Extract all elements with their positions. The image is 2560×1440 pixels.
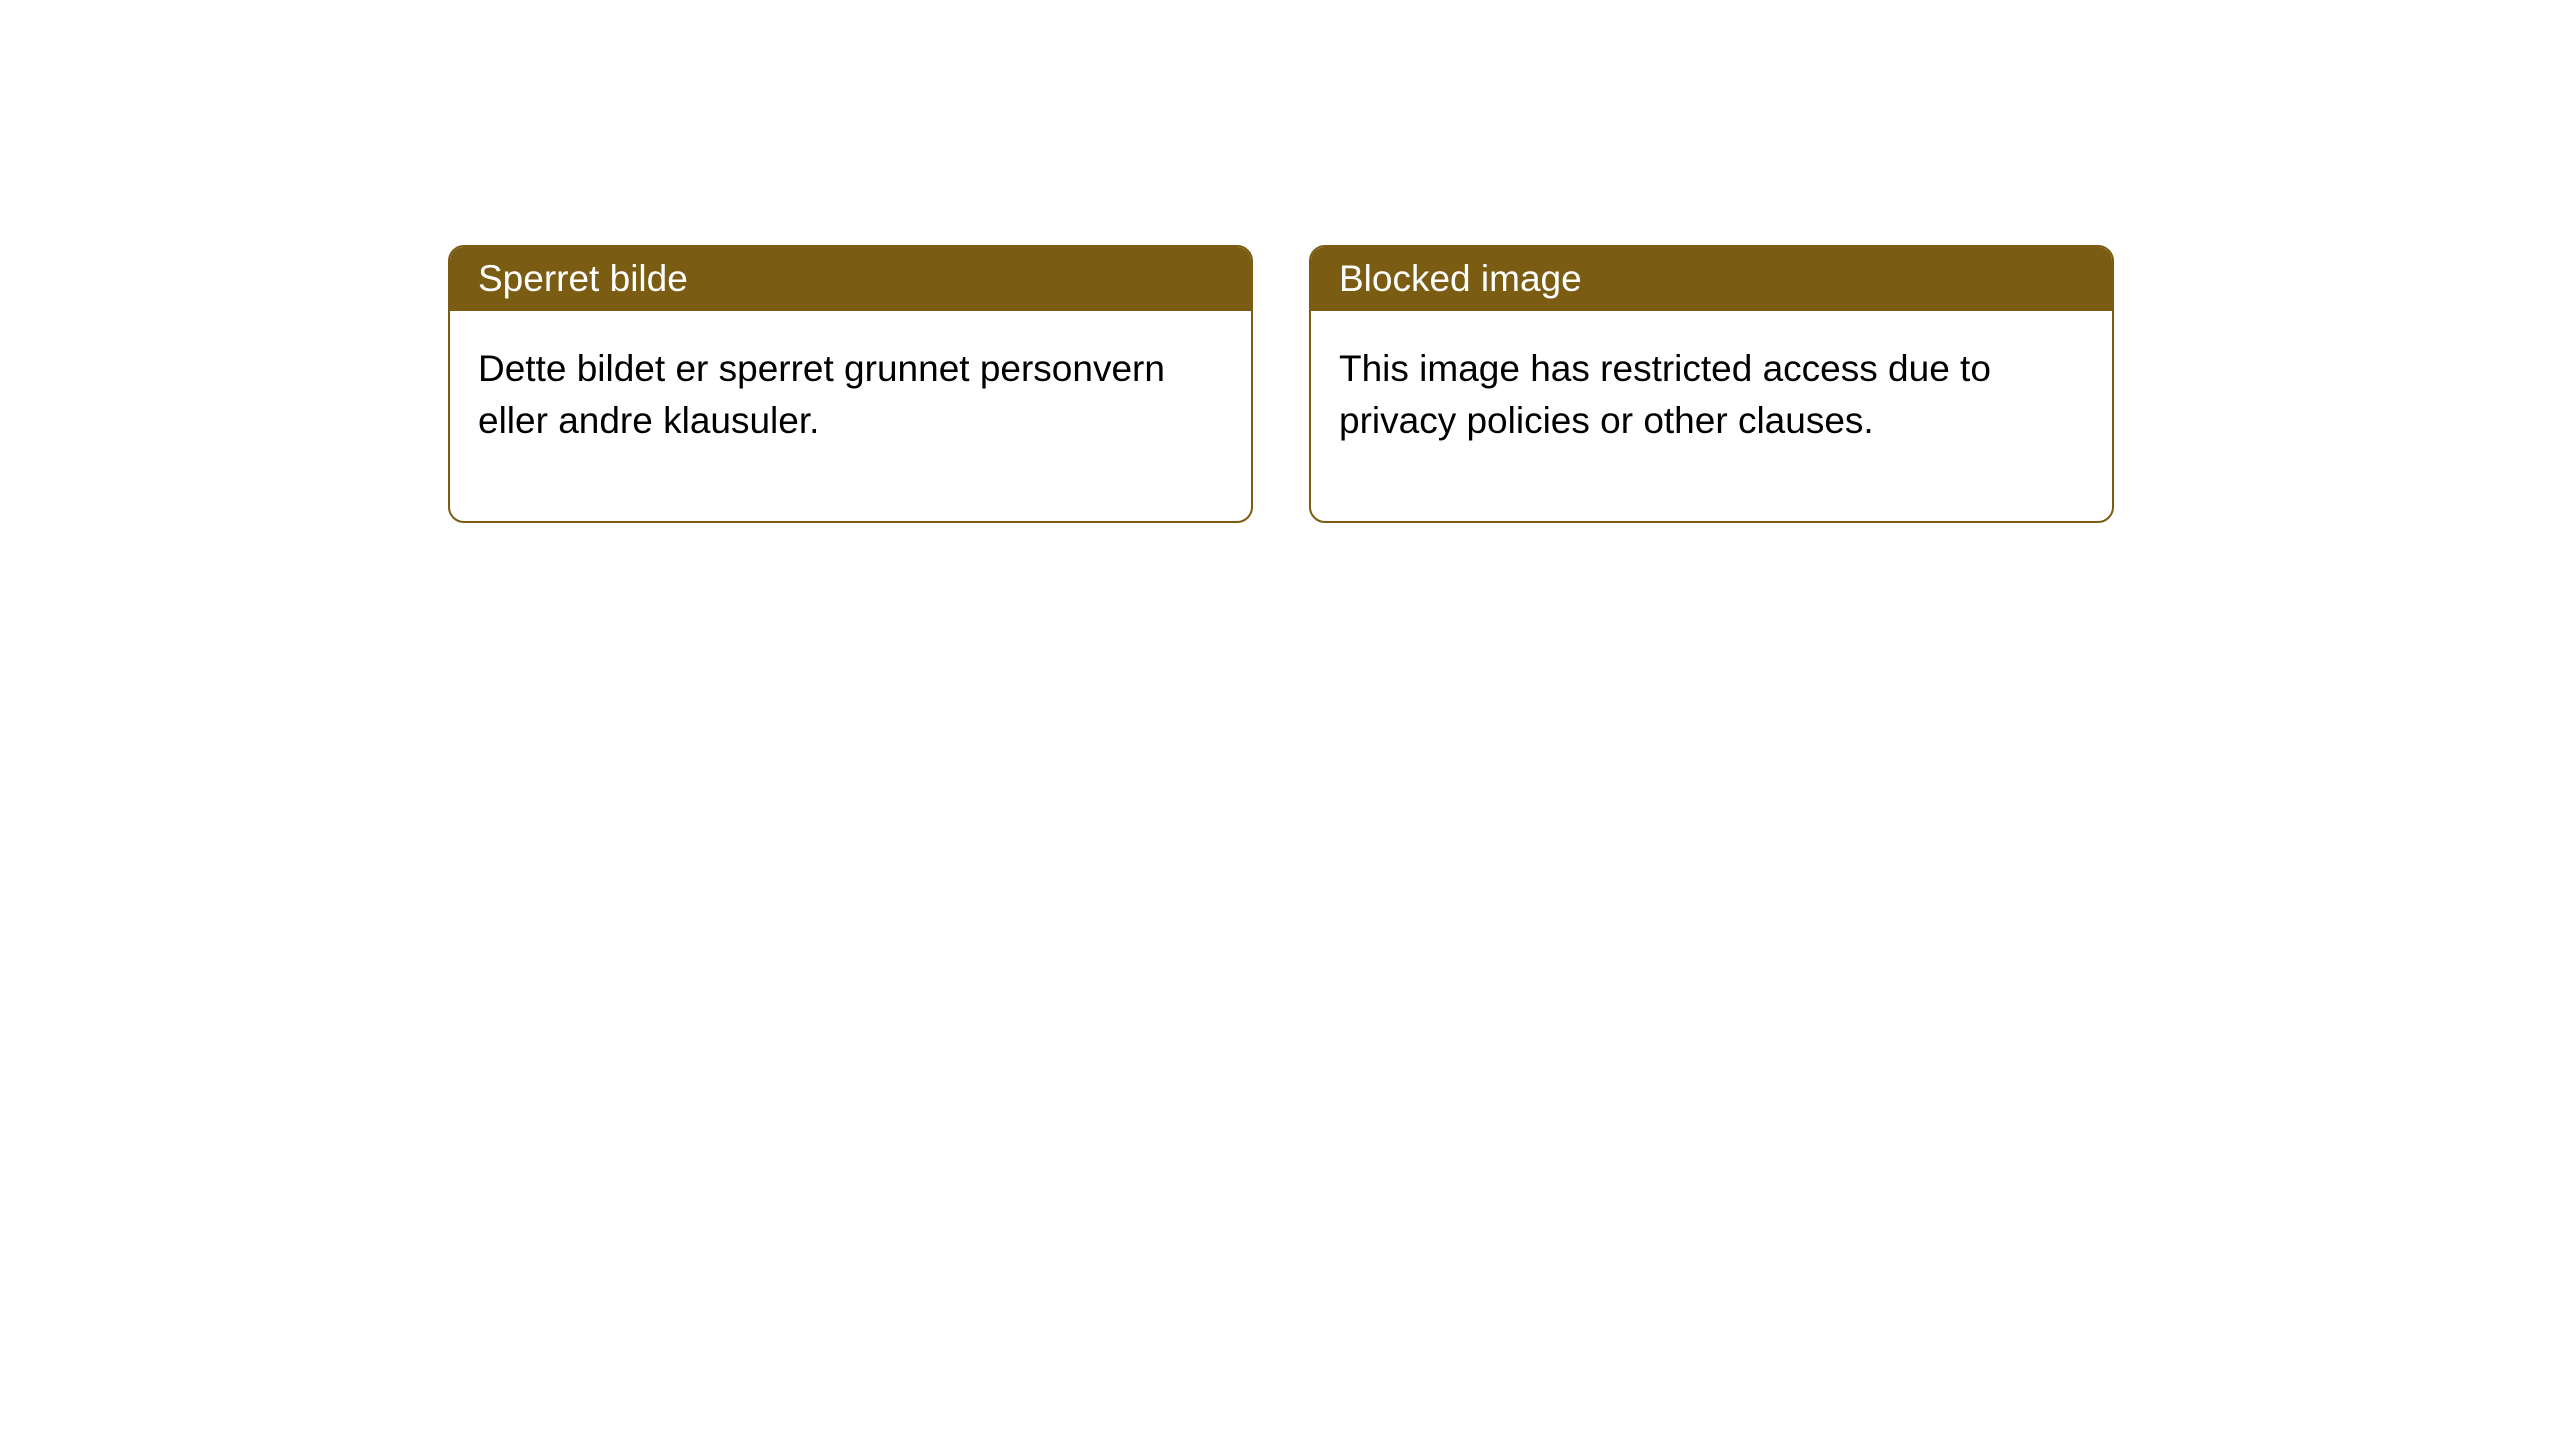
notice-title: Blocked image — [1339, 258, 1582, 299]
notice-body: Dette bildet er sperret grunnet personve… — [450, 311, 1251, 521]
notice-body-text: Dette bildet er sperret grunnet personve… — [478, 348, 1165, 441]
notice-body-text: This image has restricted access due to … — [1339, 348, 1991, 441]
notice-title: Sperret bilde — [478, 258, 688, 299]
notice-body: This image has restricted access due to … — [1311, 311, 2112, 521]
notice-box-norwegian: Sperret bilde Dette bildet er sperret gr… — [448, 245, 1253, 523]
notice-box-english: Blocked image This image has restricted … — [1309, 245, 2114, 523]
notice-container: Sperret bilde Dette bildet er sperret gr… — [448, 245, 2114, 523]
notice-header: Sperret bilde — [450, 247, 1251, 311]
notice-header: Blocked image — [1311, 247, 2112, 311]
